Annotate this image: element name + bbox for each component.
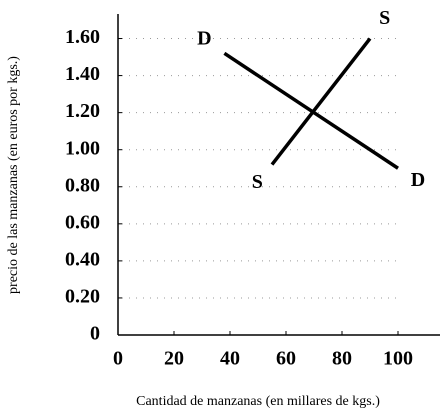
x-tick-label: 40: [220, 348, 240, 370]
y-tick-label: 1.00: [65, 137, 100, 159]
y-tick-label: 0.60: [65, 211, 100, 233]
series-label: D: [411, 169, 425, 191]
x-tick-label: 0: [113, 348, 123, 370]
x-tick-label: 80: [332, 348, 352, 370]
y-tick-label: 0: [90, 323, 100, 345]
y-axis-label: precio de las manzanas (en euros por kgs…: [6, 56, 21, 294]
line: [270, 37, 372, 166]
x-tick-label: 20: [164, 348, 184, 370]
series-label: S: [379, 7, 390, 29]
x-tick-label: 100: [383, 348, 413, 370]
line: [223, 51, 399, 170]
y-tick-label: 0.40: [65, 248, 100, 270]
y-tick-label: 1.60: [65, 26, 100, 48]
y-tick-label: 0.20: [65, 286, 100, 308]
y-tick-label: 1.20: [65, 100, 100, 122]
x-tick-label: 60: [276, 348, 296, 370]
y-tick-label: 1.40: [65, 63, 100, 85]
series-label: S: [252, 171, 263, 193]
y-tick-label: 0.80: [65, 174, 100, 196]
series-label: D: [197, 28, 211, 50]
x-axis-label: Cantidad de manzanas (en millares de kgs…: [136, 394, 380, 409]
